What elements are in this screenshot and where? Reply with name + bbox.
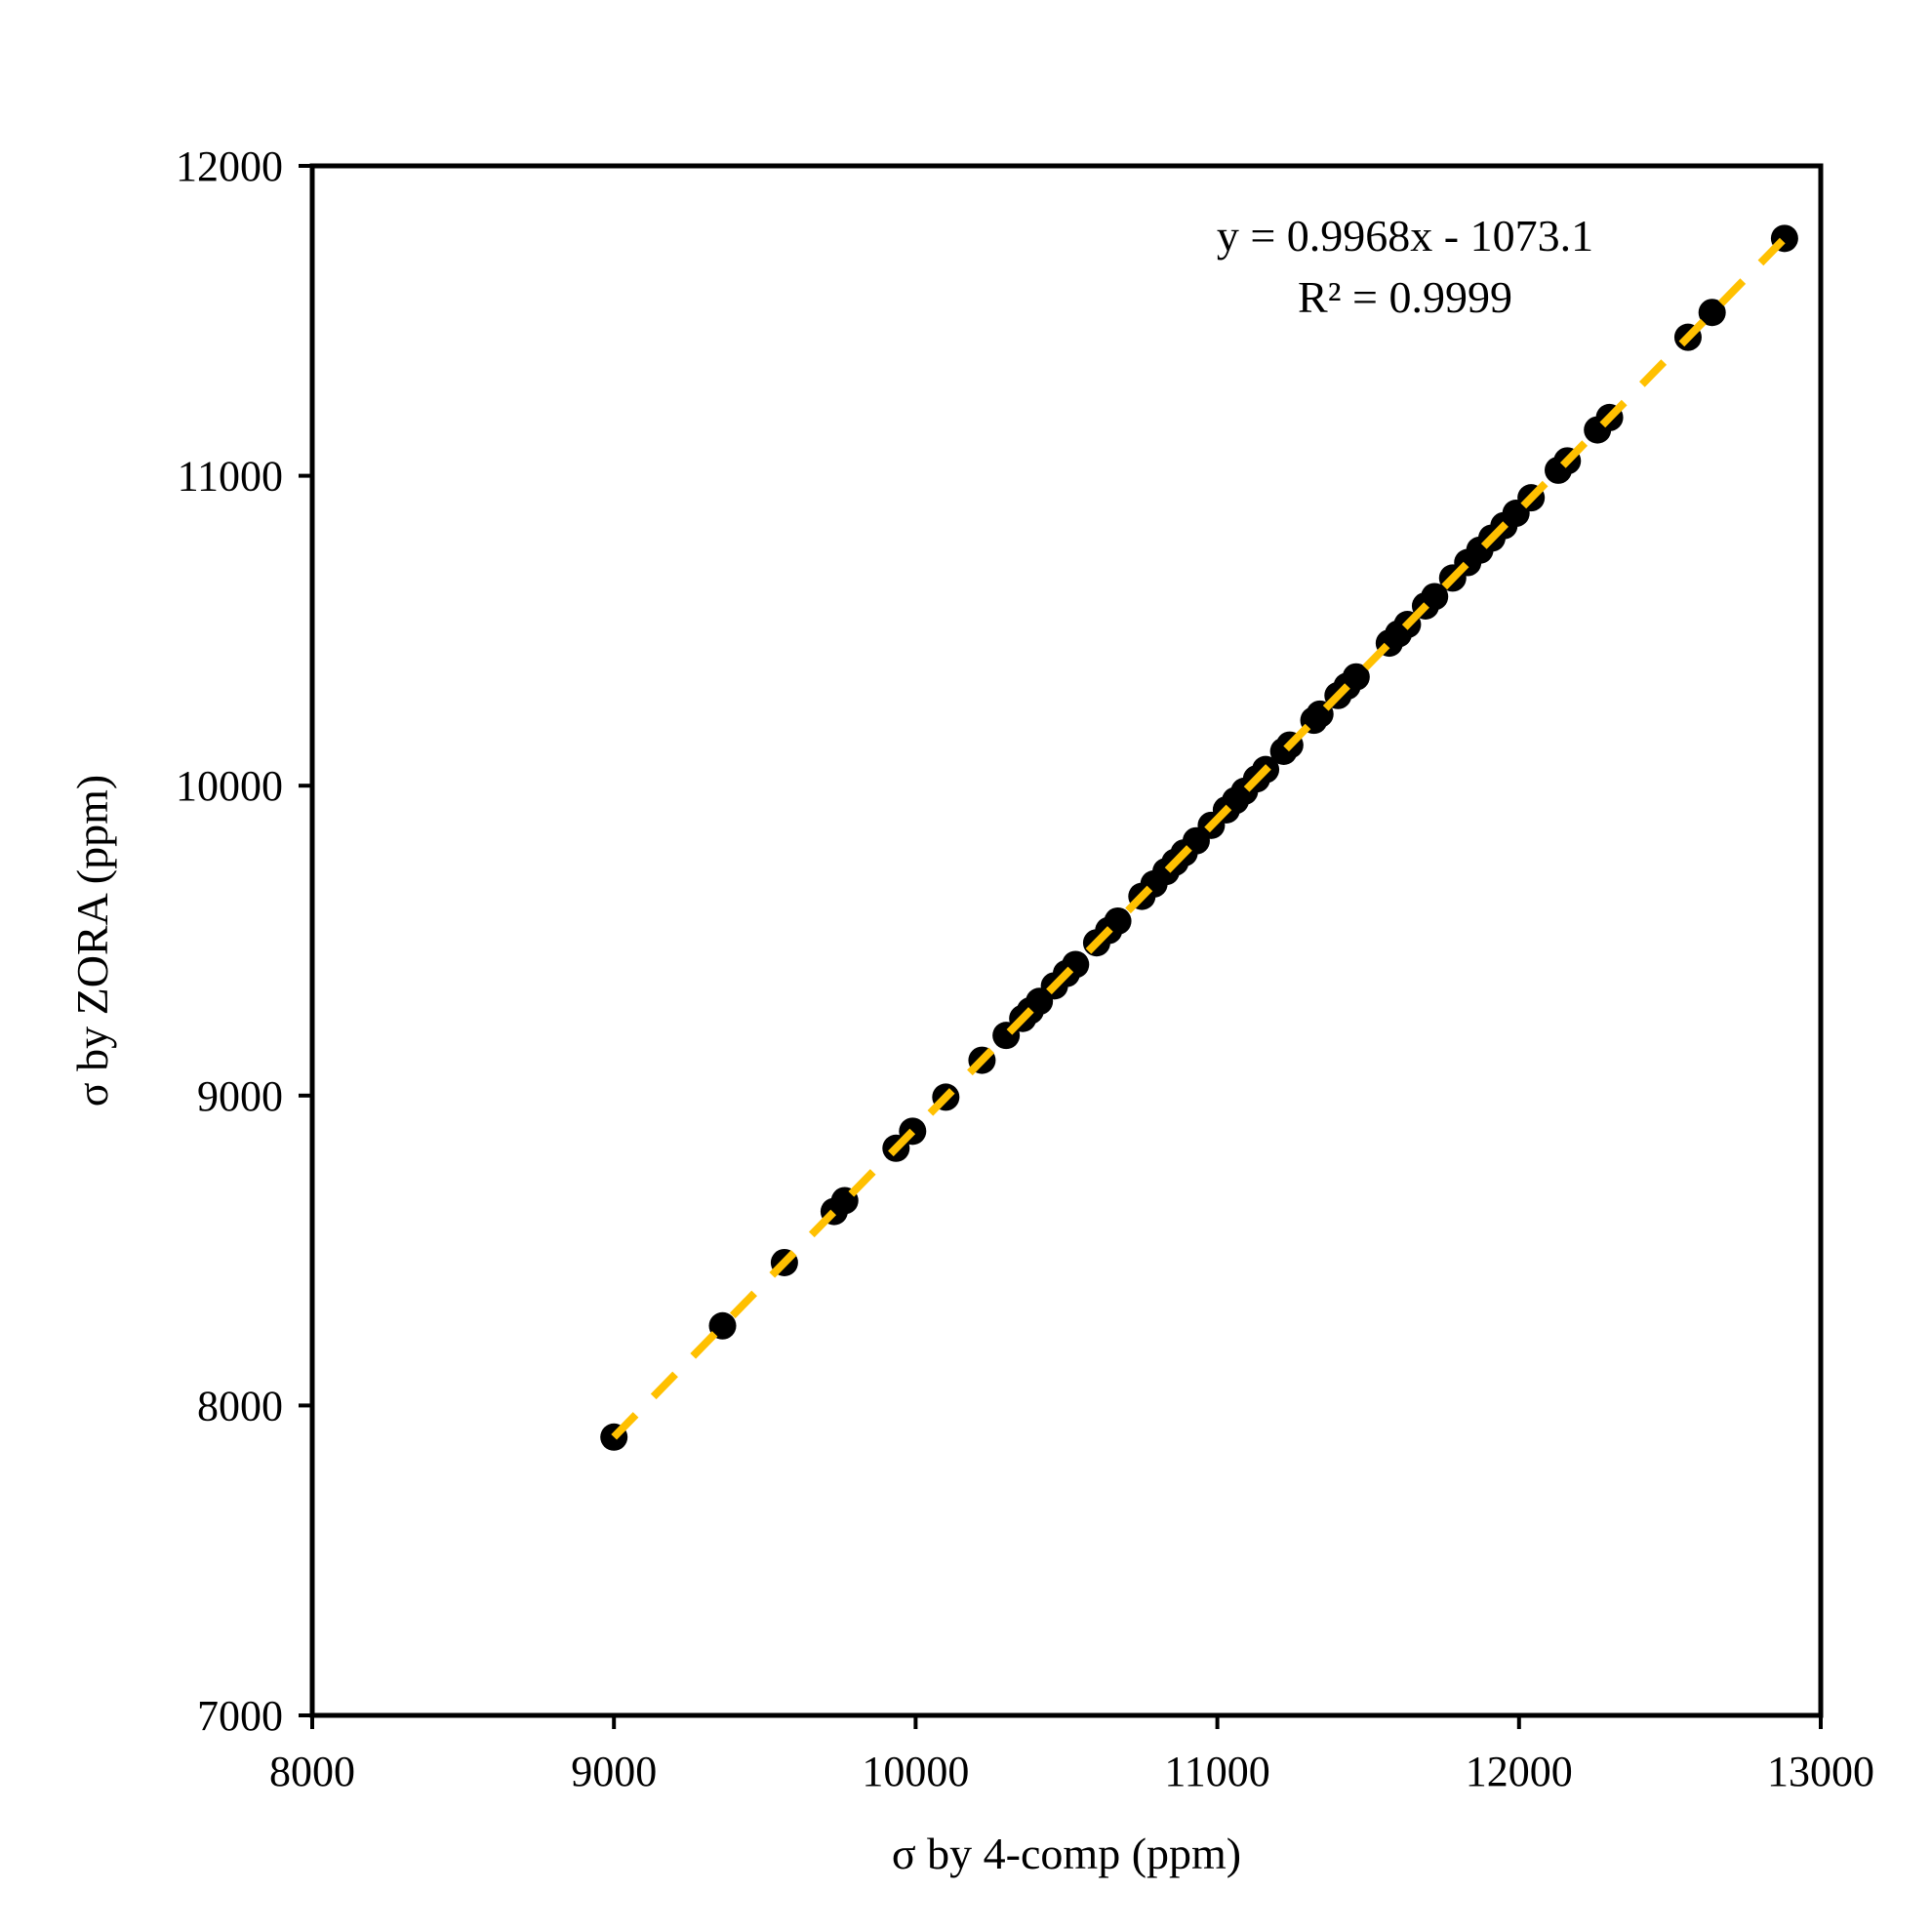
data-point [1342, 663, 1370, 691]
y-tick-label: 8000 [197, 1382, 283, 1429]
y-tick-label: 9000 [197, 1072, 283, 1120]
x-tick-label: 10000 [862, 1748, 969, 1795]
y-tick-label: 10000 [176, 762, 283, 810]
r-squared-label: R² = 0.9999 [1298, 272, 1512, 322]
y-tick-label: 7000 [197, 1692, 283, 1740]
x-axis-title: σ by 4-comp (ppm) [892, 1829, 1241, 1878]
y-axis-title: σ by ZORA (ppm) [67, 775, 117, 1107]
x-tick-label: 12000 [1466, 1748, 1573, 1795]
regression-equation: y = 0.9968x - 1073.1 [1217, 211, 1593, 261]
y-tick-label: 11000 [178, 453, 283, 501]
y-axis-ticks: 7000 8000 9000 10000 11000 12000 [176, 142, 312, 1740]
data-point [1421, 583, 1449, 611]
x-tick-label: 8000 [269, 1748, 355, 1795]
data-point [1104, 906, 1132, 935]
plot-area-frame [309, 163, 1824, 1718]
x-tick-label: 13000 [1767, 1748, 1874, 1795]
data-point [708, 1311, 737, 1340]
x-axis-ticks: 8000 9000 10000 11000 12000 13000 [269, 1715, 1874, 1795]
x-tick-label: 11000 [1164, 1748, 1269, 1795]
data-point [1698, 299, 1726, 327]
y-tick-label: 12000 [176, 142, 283, 190]
x-tick-label: 9000 [571, 1748, 657, 1795]
